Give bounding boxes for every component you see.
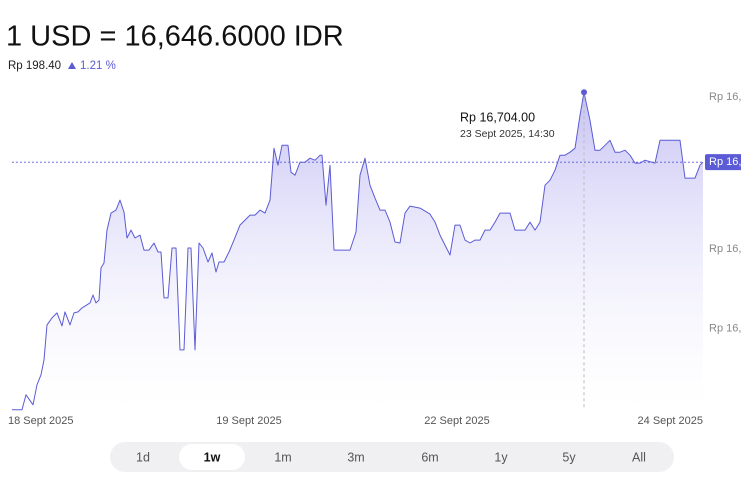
- range-button[interactable]: 3m: [347, 450, 364, 464]
- area-fill: [12, 92, 703, 411]
- range-button[interactable]: 6m: [421, 450, 438, 464]
- range-button[interactable]: 5y: [562, 450, 576, 464]
- title: 1 USD = 16,646.6000 IDR: [6, 21, 344, 53]
- x-tick-label: 19 Sept 2025: [216, 415, 281, 427]
- y-tick-label: Rp 16,7: [709, 91, 741, 103]
- current-price-box: [705, 154, 741, 171]
- tooltip-price: Rp 16,704.00: [460, 110, 535, 124]
- range-selected: [179, 444, 245, 470]
- range-button[interactable]: 1m: [274, 450, 291, 464]
- change-amount: Rp 198.40: [8, 60, 61, 72]
- x-tick-label: 18 Sept 2025: [8, 415, 73, 427]
- up-arrow: [68, 62, 76, 69]
- range-button[interactable]: 1d: [136, 450, 150, 464]
- range-button[interactable]: 1w: [204, 450, 221, 464]
- range-bar: [110, 442, 674, 472]
- x-tick-label: 24 Sept 2025: [638, 415, 703, 427]
- range-button[interactable]: 1y: [494, 450, 508, 464]
- tooltip-time: 23 Sept 2025, 14:30: [460, 128, 555, 140]
- y-tick-label: Rp 16,5: [709, 243, 741, 255]
- y-tick-label: Rp 16,5: [709, 322, 741, 334]
- range-button[interactable]: All: [632, 450, 646, 464]
- change-percent: 1.21 %: [80, 60, 116, 72]
- current-price-label: Rp 16,6: [709, 156, 741, 168]
- hover-dot: [581, 89, 587, 96]
- price-line: [12, 91, 704, 411]
- x-tick-label: 22 Sept 2025: [424, 415, 489, 427]
